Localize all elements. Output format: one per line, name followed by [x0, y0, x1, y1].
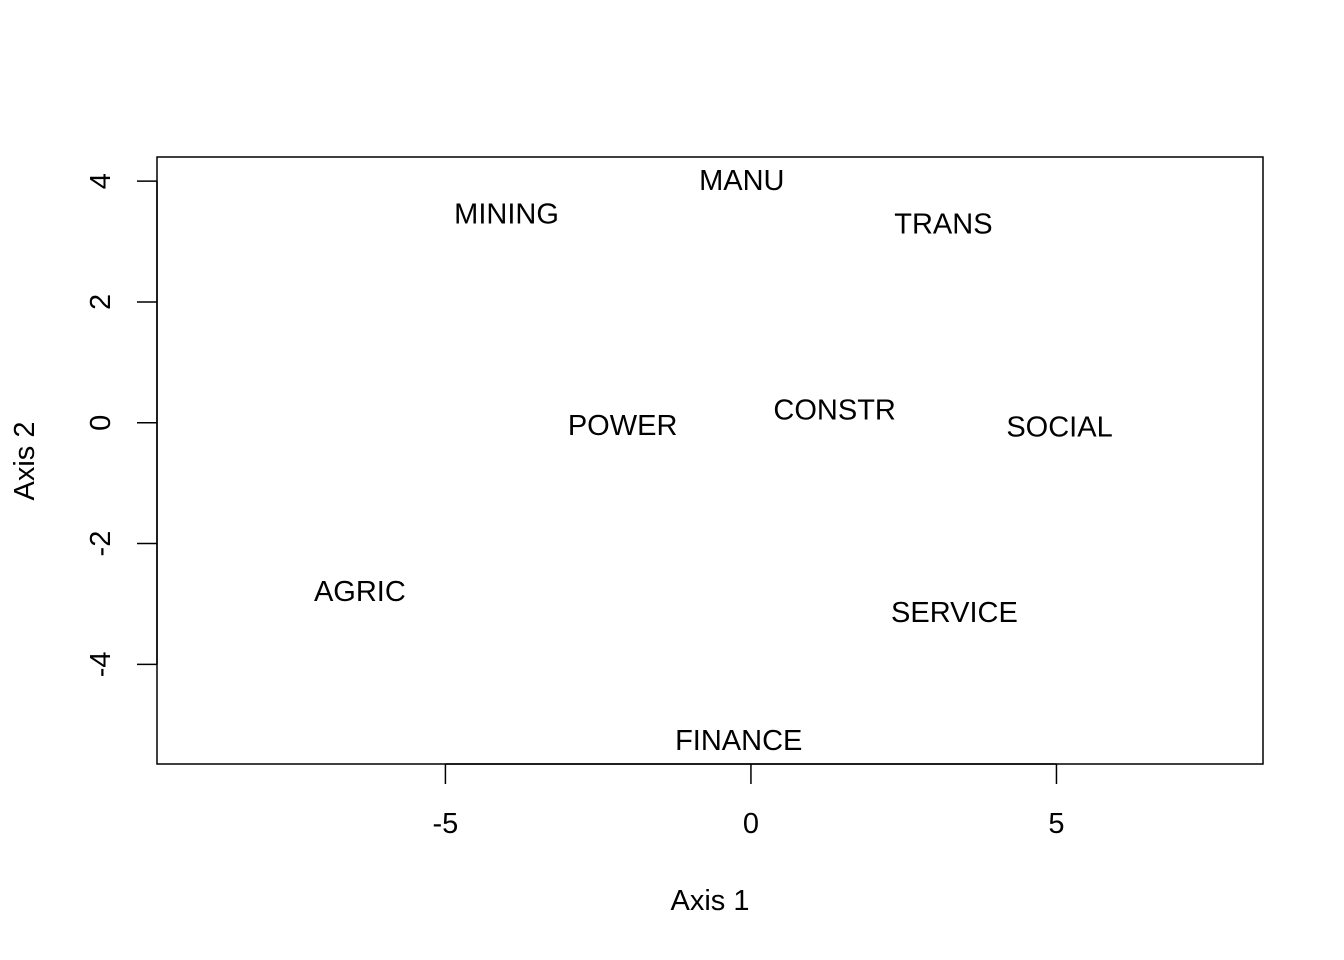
point-label-power: POWER [568, 410, 678, 442]
y-tick-label: -4 [85, 651, 117, 677]
point-labels: MANU MINING TRANS POWER CONSTR SOCIAL AGRIC SER… [314, 165, 1113, 757]
point-label-mining: MINING [454, 198, 559, 230]
point-label-social: SOCIAL [1006, 412, 1112, 444]
point-label-manu: MANU [699, 165, 784, 197]
point-label-constr: CONSTR [773, 395, 895, 427]
x-axis-title: Axis 1 [671, 885, 750, 917]
y-axis: -4 -2 0 2 4 [85, 173, 158, 677]
x-axis: -5 0 5 [433, 763, 1065, 840]
y-tick-label: -2 [85, 531, 117, 557]
point-label-finance: FINANCE [675, 725, 802, 757]
point-label-trans: TRANS [894, 209, 992, 241]
x-tick-label: 5 [1048, 808, 1064, 840]
y-tick-label: 2 [85, 294, 117, 310]
x-tick-label: -5 [433, 808, 459, 840]
x-tick-label: 0 [743, 808, 759, 840]
y-tick-label: 4 [85, 173, 117, 189]
y-tick-label: 0 [85, 415, 117, 431]
y-axis-title: Axis 2 [9, 422, 41, 501]
point-label-agric: AGRIC [314, 576, 406, 608]
point-label-service: SERVICE [891, 597, 1018, 629]
plot-frame [156, 156, 1264, 765]
